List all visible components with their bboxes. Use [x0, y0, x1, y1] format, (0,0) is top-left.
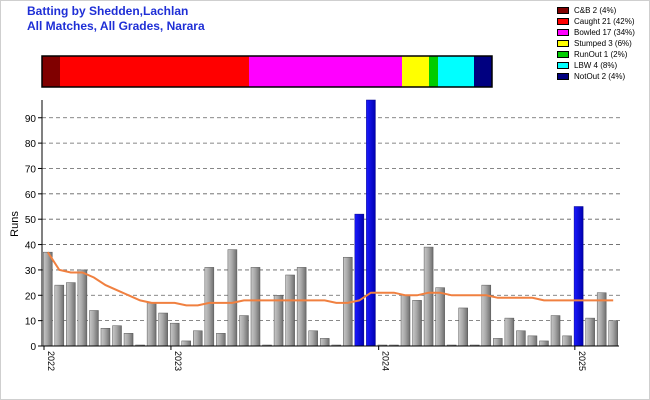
legend-item-cb: C&B 2 (4%) — [557, 5, 635, 16]
legend-item-stumped: Stumped 3 (6%) — [557, 38, 635, 49]
bar — [516, 330, 526, 347]
x-tick-label: 2024 — [381, 351, 391, 371]
x-tick-label: 2022 — [46, 351, 56, 371]
y-tick-label: 50 — [25, 215, 37, 226]
bar — [112, 325, 122, 347]
bar — [308, 330, 318, 347]
bar — [146, 302, 157, 347]
bar — [216, 333, 226, 347]
bar-not-out — [354, 213, 365, 347]
x-tick-label: 2025 — [577, 351, 587, 371]
bar — [239, 315, 249, 347]
dismissal-segment-lbw — [438, 56, 474, 87]
bar — [400, 295, 411, 347]
bar — [158, 312, 168, 347]
bar-not-out — [573, 206, 584, 347]
legend-swatch-lbw — [557, 62, 569, 69]
y-axis-label: Runs — [9, 211, 21, 237]
y-tick-label: 10 — [25, 317, 37, 328]
bar — [608, 320, 618, 347]
bar — [100, 327, 111, 347]
dismissal-segment-notout — [474, 56, 492, 87]
bar — [423, 246, 434, 347]
dismissal-segment-stumped — [402, 56, 429, 87]
y-tick-label: 80 — [25, 139, 37, 150]
y-tick-label: 90 — [25, 114, 37, 125]
bar — [481, 284, 492, 347]
dismissal-segment-cb — [42, 56, 60, 87]
legend-label-runout: RunOut 1 (2%) — [574, 50, 628, 59]
bar — [319, 338, 330, 347]
bar-not-out — [366, 99, 376, 347]
bar — [250, 267, 261, 347]
bar — [296, 267, 307, 347]
legend-swatch-caught — [557, 18, 569, 25]
bar — [504, 317, 515, 347]
bars — [43, 99, 618, 347]
bar — [458, 307, 468, 347]
legend-swatch-cb — [557, 7, 569, 14]
bar — [493, 338, 503, 347]
legend-item-caught: Caught 21 (42%) — [557, 16, 635, 27]
dismissal-segment-bowled — [249, 56, 402, 87]
dismissal-segment-caught — [60, 56, 249, 87]
legend-label-notout: NotOut 2 (4%) — [574, 72, 626, 81]
legend-label-bowled: Bowled 17 (34%) — [574, 28, 635, 37]
bar — [169, 322, 180, 347]
legend-swatch-runout — [557, 51, 569, 58]
bar — [66, 282, 76, 347]
legend-label-cb: C&B 2 (4%) — [574, 6, 617, 15]
bar — [412, 300, 422, 347]
bar — [181, 340, 192, 347]
bar — [435, 287, 445, 347]
legend-swatch-bowled — [557, 29, 569, 36]
y-tick-label: 30 — [25, 266, 37, 277]
y-tick-label: 20 — [25, 291, 37, 302]
bar — [204, 267, 215, 347]
y-tick-label: 40 — [25, 241, 37, 252]
legend-swatch-stumped — [557, 40, 569, 47]
legend-label-caught: Caught 21 (42%) — [574, 17, 635, 26]
dismissal-bar-outline — [41, 55, 493, 88]
bar — [43, 251, 53, 347]
bar — [227, 249, 238, 347]
bar — [193, 330, 203, 347]
bar — [539, 340, 549, 347]
bar — [77, 269, 88, 347]
legend: C&B 2 (4%) Caught 21 (42%) Bowled 17 (34… — [557, 5, 635, 82]
dismissal-segment-runout — [429, 56, 438, 87]
y-tick-label: 0 — [30, 342, 36, 353]
legend-item-bowled: Bowled 17 (34%) — [557, 27, 635, 38]
chart-title: Batting by Shedden,Lachlan — [27, 4, 189, 18]
bar — [550, 315, 561, 347]
bar — [562, 335, 572, 347]
axes: 0 10 20 30 40 50 60 70 80 90 2022 2023 2024 2025 — [25, 100, 619, 371]
bar — [54, 284, 65, 347]
legend-swatch-notout — [557, 73, 569, 80]
average-line-group — [46, 251, 614, 307]
y-tick-label: 60 — [25, 190, 37, 201]
chart-subtitle: All Matches, All Grades, Narara — [27, 19, 205, 33]
grid-lines — [42, 117, 621, 322]
x-tick-label: 2023 — [173, 351, 183, 371]
average-line — [46, 251, 614, 307]
bar — [585, 317, 595, 347]
bar — [89, 310, 99, 347]
legend-item-lbw: LBW 4 (8%) — [557, 60, 635, 71]
y-tick-label: 70 — [25, 164, 37, 175]
bar — [273, 295, 284, 347]
legend-item-runout: RunOut 1 (2%) — [557, 49, 635, 60]
bar — [527, 335, 538, 347]
legend-item-notout: NotOut 2 (4%) — [557, 71, 635, 82]
bar — [285, 274, 295, 347]
legend-label-lbw: LBW 4 (8%) — [574, 61, 618, 70]
dismissal-bar — [41, 55, 493, 88]
bar — [123, 333, 134, 347]
legend-label-stumped: Stumped 3 (6%) — [574, 39, 632, 48]
